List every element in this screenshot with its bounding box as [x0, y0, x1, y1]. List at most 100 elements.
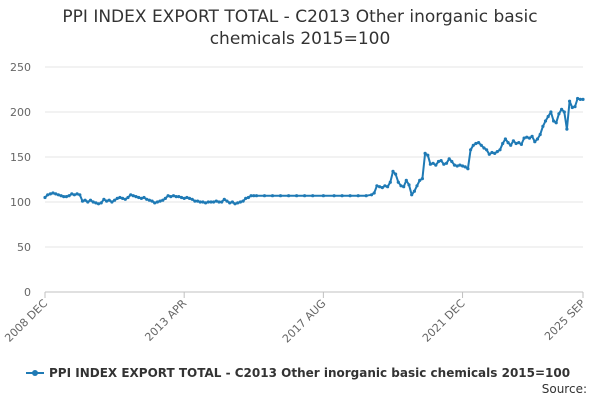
- data-point: [107, 198, 111, 202]
- data-point: [62, 195, 66, 199]
- data-point: [533, 140, 537, 144]
- data-point: [206, 200, 210, 204]
- data-point: [447, 157, 451, 161]
- x-tick-label: 2017 AUG: [280, 297, 329, 346]
- x-tick-label: 2008 DEC: [2, 297, 50, 345]
- y-tick-label: 250: [10, 61, 31, 74]
- data-point: [123, 197, 127, 201]
- data-point: [356, 194, 360, 198]
- data-point: [158, 199, 162, 203]
- x-tick-label: 2021 DEC: [420, 297, 468, 345]
- data-point: [311, 194, 315, 198]
- data-point: [442, 162, 446, 166]
- data-point: [477, 141, 481, 145]
- data-point: [88, 198, 93, 202]
- data-point: [469, 148, 473, 152]
- data-point: [222, 197, 226, 201]
- data-point: [236, 201, 240, 205]
- data-point: [578, 97, 582, 101]
- data-point: [177, 195, 181, 199]
- legend[interactable]: PPI INDEX EXPORT TOTAL - C2013 Other ino…: [26, 366, 570, 380]
- data-point: [404, 178, 408, 182]
- data-point: [59, 194, 63, 198]
- data-point: [407, 183, 411, 187]
- data-point: [105, 199, 109, 203]
- data-point: [137, 195, 141, 200]
- data-point: [450, 159, 454, 164]
- data-point: [482, 146, 486, 150]
- data-point: [535, 137, 540, 141]
- data-point: [287, 194, 291, 198]
- data-point: [217, 200, 221, 204]
- data-point: [554, 121, 558, 125]
- data-point: [78, 193, 82, 197]
- data-point: [225, 199, 229, 203]
- data-point: [565, 127, 569, 131]
- data-point: [214, 199, 218, 203]
- data-point: [549, 110, 553, 114]
- data-point: [490, 150, 494, 155]
- x-tick-label: 2025 SEP: [542, 297, 588, 343]
- data-point: [295, 194, 299, 198]
- data-point: [423, 151, 427, 155]
- data-point: [391, 169, 395, 173]
- data-point: [166, 194, 170, 198]
- data-point: [498, 148, 502, 152]
- data-point: [525, 135, 529, 139]
- data-point: [412, 189, 416, 193]
- data-point: [522, 136, 526, 140]
- data-point: [396, 180, 400, 184]
- data-point: [179, 195, 184, 200]
- data-point: [479, 143, 483, 147]
- data-point: [174, 195, 178, 199]
- data-point: [485, 148, 489, 152]
- data-point: [262, 194, 267, 198]
- data-point: [501, 141, 505, 146]
- data-point: [67, 194, 71, 198]
- data-point: [126, 195, 130, 200]
- data-point: [91, 200, 95, 204]
- data-point: [150, 199, 154, 203]
- data-point: [51, 191, 55, 195]
- data-point: [576, 96, 580, 101]
- data-point: [187, 196, 192, 200]
- data-point: [471, 143, 475, 147]
- data-point: [99, 201, 103, 205]
- data-point: [458, 163, 462, 167]
- legend-label: PPI INDEX EXPORT TOTAL - C2013 Other ino…: [49, 366, 570, 380]
- data-point: [86, 200, 90, 204]
- data-point: [249, 194, 253, 198]
- data-point: [110, 200, 114, 204]
- data-point: [80, 199, 85, 203]
- data-point: [431, 161, 435, 165]
- data-point: [43, 195, 47, 200]
- y-tick-label: 0: [24, 286, 31, 299]
- series-layer: [43, 96, 585, 206]
- data-point: [270, 194, 275, 198]
- data-point: [134, 195, 138, 199]
- data-point: [254, 194, 259, 198]
- data-point: [436, 159, 441, 164]
- series-line: [44, 97, 583, 205]
- data-point: [402, 185, 406, 189]
- data-point: [463, 165, 467, 169]
- data-point: [383, 184, 387, 188]
- data-point: [48, 192, 53, 196]
- data-point: [399, 184, 403, 188]
- data-point: [340, 194, 344, 198]
- data-point: [244, 196, 248, 200]
- data-point: [444, 161, 449, 165]
- data-point: [139, 196, 143, 200]
- data-point: [209, 200, 213, 204]
- data-point: [121, 196, 125, 200]
- data-point: [487, 152, 491, 156]
- data-point: [418, 178, 422, 182]
- data-point: [131, 194, 135, 198]
- data-point: [557, 112, 561, 116]
- data-point: [303, 194, 307, 198]
- data-point: [145, 197, 149, 201]
- data-point: [474, 141, 478, 146]
- data-point: [461, 164, 465, 168]
- data-point: [506, 141, 510, 145]
- data-point: [230, 200, 234, 204]
